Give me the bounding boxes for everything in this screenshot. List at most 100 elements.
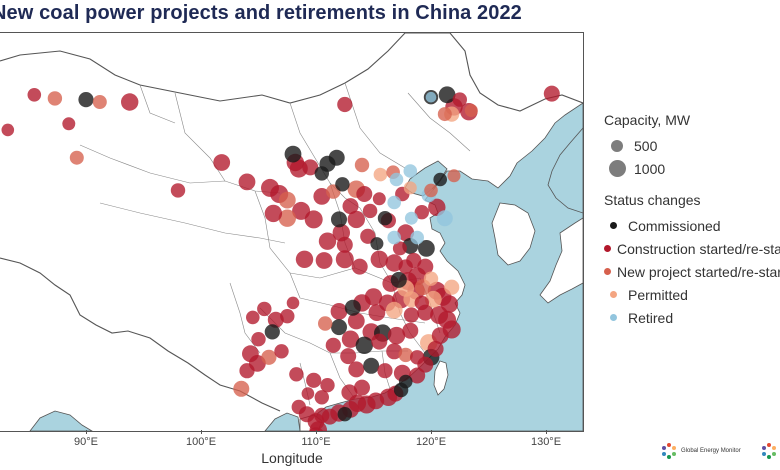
plant-point-construction [351, 258, 368, 275]
plant-point-retired [403, 164, 418, 178]
plant-point-construction [398, 259, 413, 274]
plant-point-new-project [69, 150, 84, 165]
plant-point-construction [314, 407, 330, 423]
capacity-legend-item: 1000 [604, 157, 780, 180]
plant-point-commissioned [390, 271, 407, 288]
plant-point-new-project [447, 169, 461, 183]
plant-point-permitted [444, 279, 460, 295]
plant-point-construction [318, 232, 337, 250]
plant-point-construction [397, 224, 415, 242]
plant-points [1, 85, 560, 431]
status-legend-label: Construction started/re-started [617, 240, 780, 257]
status-legend-item: New project started/re-started [604, 260, 780, 283]
plant-point-new-project [92, 95, 107, 109]
plant-point-construction [368, 304, 386, 321]
plant-point-construction [62, 117, 76, 131]
plant-point-construction [342, 198, 359, 215]
plant-point-construction [302, 159, 319, 176]
x-tick-label: 130°E [530, 436, 562, 448]
plant-point-construction [121, 93, 139, 111]
plant-point-commissioned [331, 211, 347, 228]
x-axis-title: Longitude [261, 450, 323, 466]
plant-point-construction [387, 326, 406, 345]
plant-point-construction [543, 85, 560, 102]
status-legend-item: Construction started/re-started [604, 237, 780, 260]
retired-dot [609, 314, 617, 321]
plant-point-construction [1, 123, 15, 137]
plant-point-construction [292, 201, 311, 220]
plant-point-construction [410, 350, 425, 365]
plant-point-construction [340, 348, 357, 365]
plant-point-construction [289, 367, 304, 382]
status-legend-item: Retired [604, 306, 780, 329]
plant-point-new-project [233, 380, 250, 397]
plant-point-construction [347, 312, 365, 330]
plant-point-construction [348, 361, 365, 378]
plant-point-commissioned [363, 357, 380, 374]
plant-point-construction [386, 343, 403, 360]
china-border [0, 33, 583, 412]
plant-point-construction [238, 173, 256, 191]
status-legend-item: Commissioned [604, 214, 780, 237]
plant-point-construction [452, 92, 467, 107]
plant-point-construction [427, 340, 444, 357]
plant-point-construction [315, 252, 333, 269]
sea-of-japan [547, 127, 583, 214]
tick-mark [431, 430, 432, 434]
plant-point-construction [239, 363, 255, 379]
page-title: New coal power projects and retirements … [0, 2, 522, 24]
plant-point-construction [170, 183, 186, 198]
plant-point-retired [404, 211, 418, 225]
plant-point-construction [291, 399, 306, 415]
plant-point-construction [27, 88, 42, 102]
plant-point-commissioned [78, 92, 94, 108]
plant-point-permitted [385, 301, 403, 319]
status-legend-label: Retired [628, 309, 674, 326]
permitted-dot [609, 291, 617, 298]
status-legend-label: New project started/re-started [617, 263, 780, 280]
plant-point-commissioned [370, 237, 384, 251]
tick-mark [316, 430, 317, 434]
plant-point-construction [213, 154, 231, 171]
gem-logo-icon [762, 443, 776, 459]
plant-point-construction [301, 387, 315, 400]
bay-of-bengal [29, 410, 93, 431]
plant-point-construction [414, 295, 429, 311]
plant-point-construction [354, 379, 370, 396]
capacity-legend-title: Capacity, MW [604, 112, 691, 128]
plant-point-construction [337, 96, 353, 113]
plant-point-commissioned [264, 324, 280, 340]
plant-point-construction [325, 337, 341, 353]
gem-logo-text: Global Energy Monitor [681, 448, 741, 454]
plant-point-construction [431, 327, 449, 344]
gem-logo-icon [662, 443, 676, 459]
korean-peninsula [491, 202, 536, 266]
plant-point-construction [347, 210, 365, 229]
status-legend-label: Permitted [628, 286, 688, 303]
plant-point-new-project [464, 104, 478, 117]
x-tick-label: 120°E [415, 436, 447, 448]
plant-point-construction [335, 250, 354, 269]
plant-point-construction [403, 307, 419, 323]
plant-point-construction [251, 332, 266, 347]
plant-point-retired [410, 230, 425, 245]
tick-mark [86, 430, 87, 434]
plant-point-commissioned [344, 299, 361, 316]
plant-point-commissioned [337, 407, 352, 422]
plant-point-new-project [437, 107, 452, 122]
map-panel [0, 32, 584, 432]
china-map [0, 33, 583, 431]
plant-point-construction [341, 330, 360, 348]
plant-point-commissioned [433, 172, 448, 187]
plant-point-retired [387, 230, 402, 245]
commissioned-dot [609, 222, 617, 229]
gulf-of-tonkin [264, 412, 301, 431]
plant-point-construction [356, 186, 373, 202]
plant-point-commissioned [418, 240, 435, 257]
plant-point-construction [330, 303, 348, 320]
plant-point-construction [370, 250, 388, 268]
plant-point-construction [267, 311, 284, 328]
plant-point-construction [304, 210, 323, 229]
legend: Capacity, MW 500 1000 Status changes Com… [604, 112, 780, 329]
